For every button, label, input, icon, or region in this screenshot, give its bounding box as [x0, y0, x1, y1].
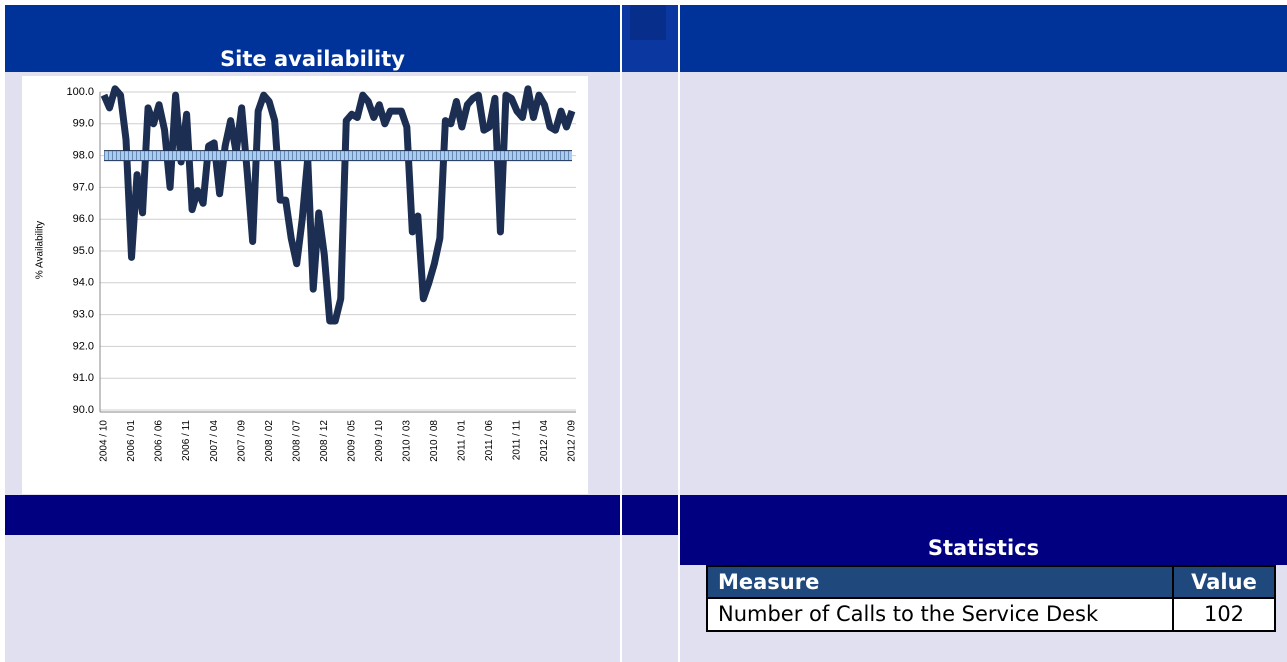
header-cell: Measure: [706, 565, 1174, 599]
y-tick-label: 100.0: [66, 86, 94, 98]
x-tick-label: 2007 / 04: [209, 420, 220, 462]
mid-header-tab: [630, 5, 666, 40]
left-lower: [5, 535, 620, 662]
x-tick-label: 2011 / 06: [484, 420, 495, 461]
x-tick-label: 2012 / 09: [567, 420, 578, 462]
y-tick-label: 94.0: [73, 277, 94, 289]
x-tick-label: 2006 / 06: [154, 420, 165, 462]
stats-title: Statistics: [927, 536, 1040, 560]
x-tick-label: 2008 / 07: [291, 420, 302, 462]
header-row: Measure Value: [706, 565, 1276, 599]
mid-panel: [622, 72, 678, 495]
x-tick-label: 2011 / 01: [457, 420, 468, 461]
x-tick-label: 2011 / 11: [512, 420, 523, 461]
right-panel: [680, 72, 1287, 495]
x-tick-label: 2009 / 05: [346, 420, 357, 462]
chart-title: Site availability: [220, 47, 405, 71]
y-tick-label: 98.0: [73, 150, 94, 162]
y-tick-label: 90.0: [73, 404, 94, 416]
x-tick-label: 2006 / 01: [126, 420, 137, 462]
x-tick-label: 2010 / 08: [429, 420, 440, 462]
left-header: Site availability: [5, 5, 620, 72]
header-cell: Value: [1172, 565, 1276, 599]
cell: 102: [1172, 597, 1276, 632]
y-tick-label: 93.0: [73, 309, 94, 321]
chart: % Availability 90.0 91.0 92.0 93.0 94.0 95.0 9…: [22, 76, 588, 494]
x-tick-label: 2012 / 04: [539, 420, 550, 462]
stats-header: Statistics: [680, 495, 1287, 565]
x-tick-label: 2010 / 03: [401, 420, 412, 462]
y-tick-label: 92.0: [73, 340, 94, 352]
row: Number of Calls to the Service Desk 102: [706, 597, 1276, 632]
x-tick-label: 2007 / 09: [236, 420, 247, 462]
y-tick-label: 99.0: [73, 118, 94, 130]
cell: Number of Calls to the Service Desk: [706, 597, 1174, 632]
stats-table: Measure Value Number of Calls to the Ser…: [706, 565, 1276, 632]
mid-band: [622, 495, 678, 535]
x-tick-label: 2008 / 12: [319, 420, 330, 462]
y-tick-label: 97.0: [73, 181, 94, 193]
x-tick-label: 2008 / 02: [264, 420, 275, 462]
x-tick-label: 2006 / 11: [181, 420, 192, 461]
stats-table-wrap: Measure Value Number of Calls to the Ser…: [706, 565, 1276, 632]
y-tick-label: 96.0: [73, 213, 94, 225]
right-header: [680, 5, 1287, 72]
x-tick-label: 2004 / 10: [99, 420, 110, 462]
x-tick-label: 2009 / 10: [374, 420, 385, 462]
left-band: [5, 495, 620, 535]
y-tick-label: 95.0: [73, 245, 94, 257]
mid-lower: [622, 535, 678, 662]
y-tick-label: 91.0: [73, 372, 94, 384]
y-axis-label: % Availability: [35, 221, 46, 279]
